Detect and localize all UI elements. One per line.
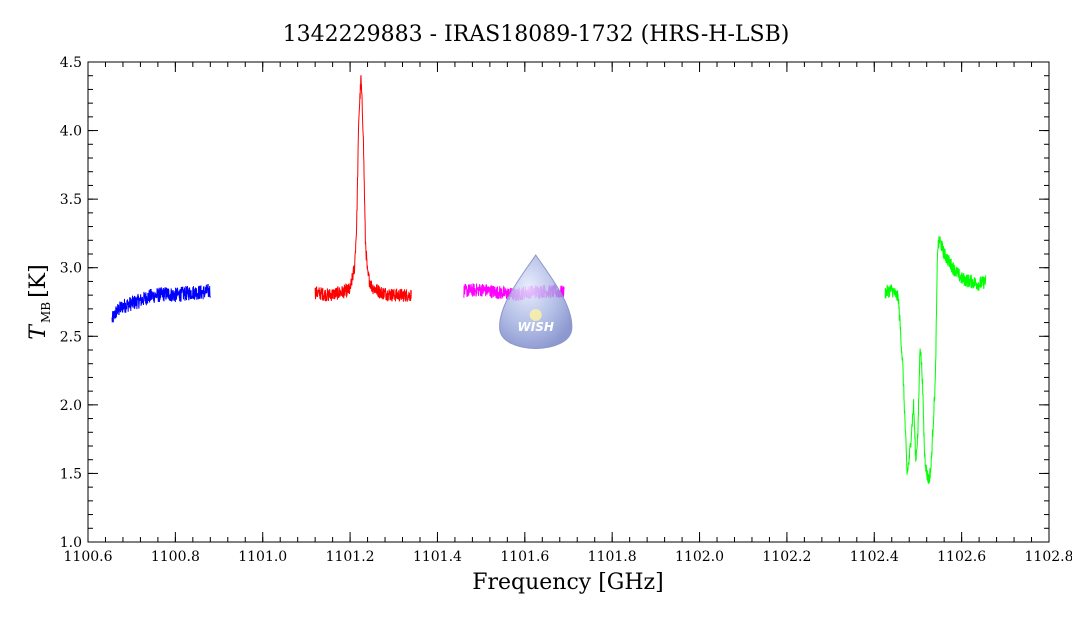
wish-drop-icon bbox=[499, 254, 573, 349]
y-tick-labels: 1.0 1.5 2.0 2.5 3.0 3.5 4.0 4.5 bbox=[60, 55, 82, 551]
y-tick-label: 1.5 bbox=[60, 466, 82, 482]
x-tick-label: 1100.6 bbox=[64, 549, 113, 565]
y-axis-label: TMB [K] bbox=[26, 264, 53, 339]
y-tick-label: 4.5 bbox=[60, 55, 82, 71]
y-tick-label: 4.0 bbox=[60, 124, 82, 140]
x-tick-labels: 1100.6 1100.8 1101.0 1101.2 1101.4 1101.6 1101… bbox=[64, 549, 1072, 565]
spectrum-series-3 bbox=[884, 236, 987, 484]
x-tick-label: 1101.6 bbox=[500, 549, 549, 565]
spectrum-series-1 bbox=[314, 75, 412, 302]
plot-frame bbox=[87, 61, 1050, 543]
x-tick-label: 1102.2 bbox=[762, 549, 811, 565]
x-tick-label: 1102.4 bbox=[850, 549, 899, 565]
chart-title: 1342229883 - IRAS18089-1732 (HRS-H-LSB) bbox=[283, 22, 790, 47]
y-tick-label: 3.5 bbox=[60, 192, 82, 208]
x-tick-label: 1101.0 bbox=[238, 549, 287, 565]
data-series bbox=[111, 75, 987, 484]
axis-ticks bbox=[87, 61, 1050, 543]
x-tick-label: 1102.8 bbox=[1025, 549, 1072, 565]
wish-logo: WISH bbox=[499, 254, 573, 349]
y-axis-label-sub: MB bbox=[39, 302, 53, 323]
wish-logo-text: WISH bbox=[518, 320, 554, 334]
y-tick-label: 2.5 bbox=[60, 329, 82, 345]
x-tick-label: 1100.8 bbox=[151, 549, 200, 565]
x-tick-label: 1102.0 bbox=[675, 549, 724, 565]
x-tick-label: 1101.4 bbox=[413, 549, 462, 565]
wish-star-icon bbox=[529, 308, 542, 321]
y-tick-label: 2.0 bbox=[60, 398, 82, 414]
x-axis-label: Frequency [GHz] bbox=[472, 570, 664, 595]
y-tick-label: 3.0 bbox=[60, 261, 82, 277]
y-axis-label-unit: [K] bbox=[26, 264, 51, 298]
y-tick-label: 1.0 bbox=[60, 535, 82, 551]
x-tick-label: 1101.2 bbox=[326, 549, 375, 565]
x-tick-label: 1101.8 bbox=[588, 549, 637, 565]
y-axis-label-main: T bbox=[26, 323, 51, 340]
x-tick-label: 1102.6 bbox=[937, 549, 986, 565]
spectrum-series-0 bbox=[111, 283, 211, 323]
